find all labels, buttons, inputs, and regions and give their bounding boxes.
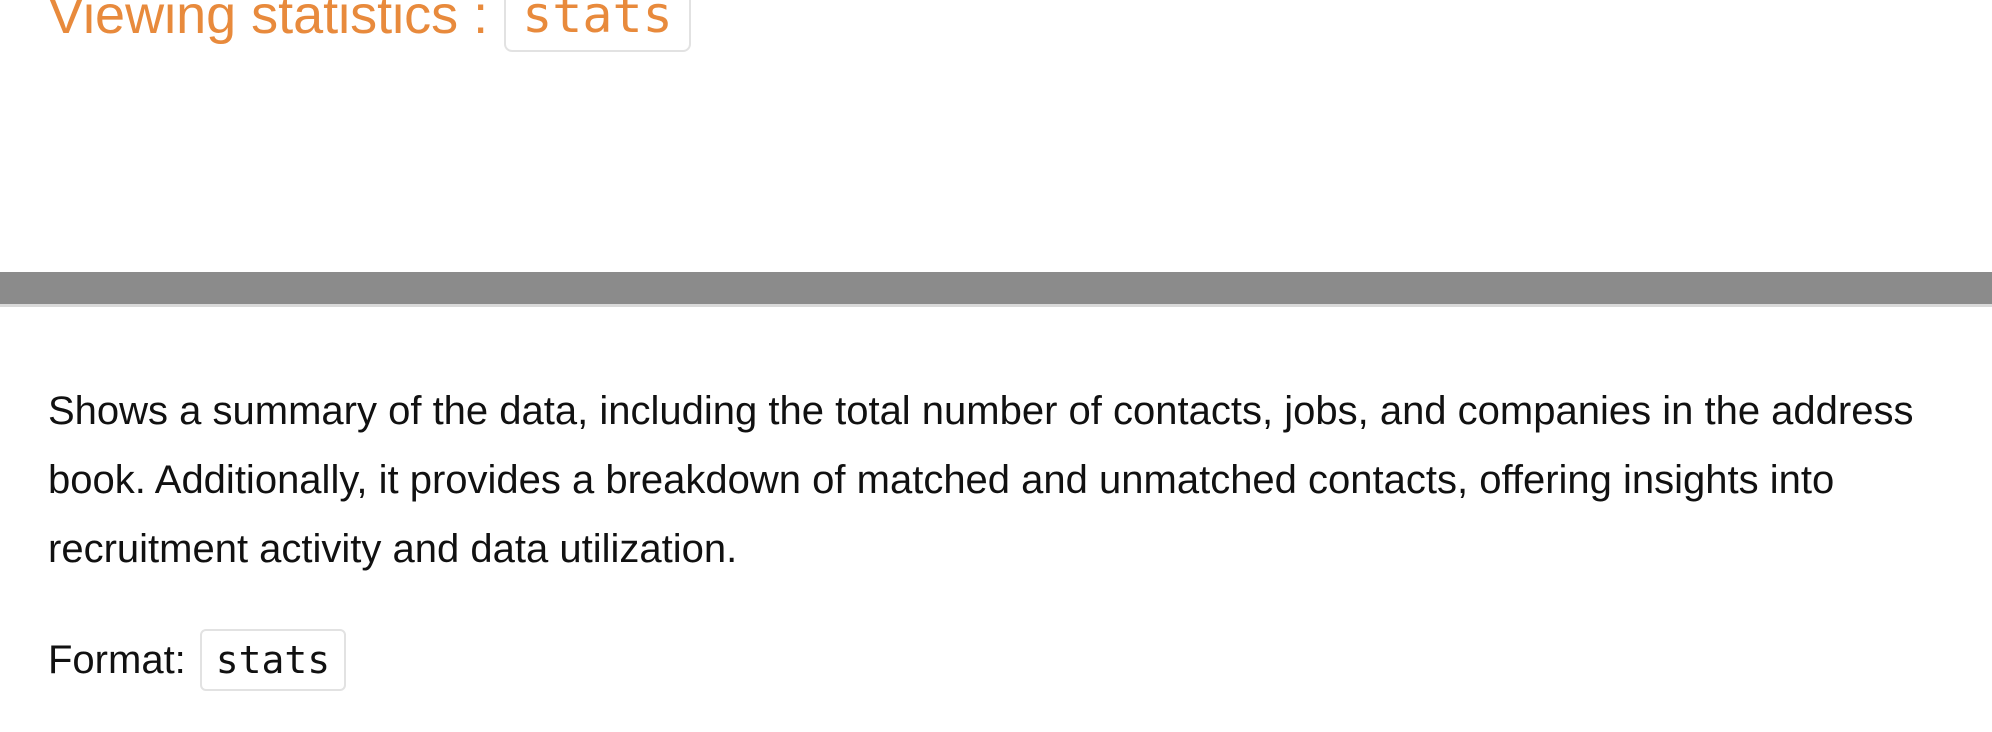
format-label: Format: bbox=[48, 637, 186, 682]
heading-command-code: stats bbox=[504, 0, 691, 52]
section-heading: Viewing statistics : stats bbox=[48, 0, 691, 52]
section-divider bbox=[0, 272, 1992, 307]
format-command-code: stats bbox=[199, 629, 347, 691]
format-row: Format: stats bbox=[48, 628, 347, 692]
command-description: Shows a summary of the data, including t… bbox=[48, 389, 1914, 571]
section-heading-text: Viewing statistics : bbox=[48, 0, 489, 45]
